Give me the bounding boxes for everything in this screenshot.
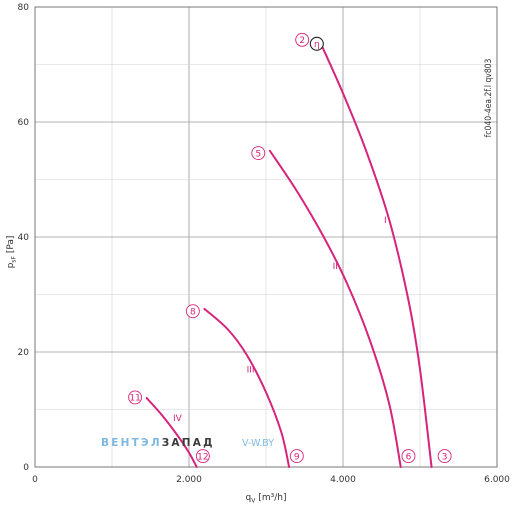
x-tick-label: 6.000 xyxy=(484,475,510,485)
axes xyxy=(34,6,498,468)
marker-label: 6 xyxy=(406,452,412,462)
y-tick-label: 60 xyxy=(18,118,30,128)
watermark-part2: ЗАПАД xyxy=(162,437,215,449)
y-axis-unit: [Pa] xyxy=(6,236,16,254)
y-axis-label: psF[Pa] xyxy=(6,236,18,269)
watermark-part1: ВЕНТЭЛ xyxy=(101,437,162,449)
marker-label: 3 xyxy=(442,452,448,462)
marker-label: 12 xyxy=(197,452,208,462)
x-tick-label: 0 xyxy=(32,475,38,485)
marker-circle xyxy=(185,304,200,319)
y-axis-label-sub: sF xyxy=(11,256,18,263)
series-line-III xyxy=(203,307,291,468)
point-marker-12: 12 xyxy=(195,449,210,464)
x-tick-label: 4.000 xyxy=(330,475,356,485)
model-code: fc040-4ea.2f.l qv803 xyxy=(484,58,494,137)
watermark-part3: V-W.BY xyxy=(242,438,274,449)
marker-circle xyxy=(195,449,210,464)
marker-label: 5 xyxy=(255,149,261,159)
y-tick-label: 0 xyxy=(23,463,29,473)
marker-circle xyxy=(295,32,310,47)
series-label-I: I xyxy=(384,216,387,226)
series-lines xyxy=(145,40,433,468)
watermark: ВЕНТЭЛЗАПАД V-W.BY xyxy=(101,437,274,449)
x-axis-label-sub: V xyxy=(251,498,256,505)
marker-circle xyxy=(251,146,266,161)
series-label-II: II xyxy=(333,262,338,272)
x-axis-unit: [m³/h] xyxy=(258,493,286,503)
point-markers: 2 η 3 5 6 8 9 11 12 xyxy=(128,32,452,464)
svg-text:ВЕНТЭЛЗАПАД: ВЕНТЭЛЗАПАД xyxy=(101,437,215,449)
plot-frame xyxy=(34,6,498,468)
series-line-I xyxy=(318,40,433,468)
marker-label: 11 xyxy=(129,394,140,404)
point-marker-9: 9 xyxy=(289,449,304,464)
marker-circle xyxy=(401,449,416,464)
x-tick-label: 2.000 xyxy=(176,475,202,485)
series-label-IV: IV xyxy=(173,414,183,424)
marker-circle xyxy=(128,390,143,405)
y-tick-label: 20 xyxy=(18,348,30,358)
marker-circle xyxy=(309,36,324,51)
tick-labels: 0 2.000 4.000 6.000 0 20 40 60 80 xyxy=(18,3,511,485)
marker-label: 2 xyxy=(299,36,305,46)
point-marker-11: 11 xyxy=(128,390,143,405)
marker-label: 8 xyxy=(190,307,196,317)
y-tick-label: 80 xyxy=(18,3,30,13)
x-axis-label: qV [m³/h] xyxy=(246,493,287,505)
marker-circle xyxy=(289,449,304,464)
grid xyxy=(34,6,498,468)
y-tick-label: 40 xyxy=(18,233,30,243)
point-marker-3: 3 xyxy=(437,449,452,464)
point-marker-8: 8 xyxy=(185,304,200,319)
marker-circle xyxy=(437,449,452,464)
series-line-IV xyxy=(145,397,198,468)
marker-label: η xyxy=(314,40,320,50)
point-marker-6: 6 xyxy=(401,449,416,464)
marker-label: 9 xyxy=(294,452,300,462)
series-label-III: III xyxy=(247,365,255,375)
efficiency-marker: η xyxy=(309,36,324,51)
series-line-II xyxy=(268,149,402,468)
point-marker-5: 5 xyxy=(251,146,266,161)
point-marker-2: 2 xyxy=(295,32,310,47)
